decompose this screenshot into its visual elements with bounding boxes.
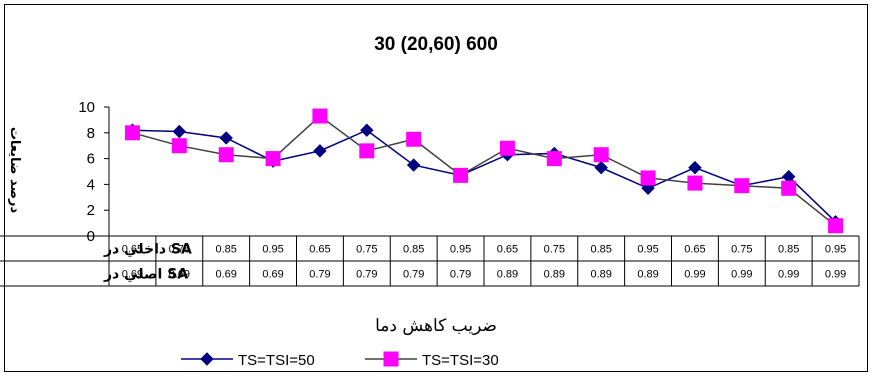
category-tick-label: 0.75 [356,244,377,256]
series-2-point [828,218,844,234]
y-axis-label: درصد ضايعات [7,127,22,214]
series-2-point [218,147,234,163]
category-tick-label: 0.79 [403,269,424,281]
category-tick-label: 0.99 [778,269,799,281]
series-2-point [359,143,375,159]
series-2-point [640,170,656,186]
series-1-point [172,124,187,139]
category-tick-label: 0.65 [684,244,705,256]
category-tick-label: 0.99 [731,269,752,281]
series-2-point [593,147,609,163]
category-tick-label: 0.79 [450,269,471,281]
category-tick-label: 0.75 [169,244,190,256]
category-tick-label: 0.99 [684,269,705,281]
series-2-point [546,151,562,167]
category-tick-label: 0.89 [637,269,658,281]
category-tick-label: 0.65 [497,244,518,256]
series-1-point [219,131,233,145]
category-tick-label: 0.89 [544,269,565,281]
category-tick-label: 0.69 [215,269,236,281]
category-tick-label: 0.99 [825,269,846,281]
series-1-point [406,158,421,172]
chart-title: 30 (20,60) 600 [374,34,498,55]
series-2-point [124,125,140,141]
category-tick-label: 0.65 [122,244,143,256]
category-row-label: SA داخلي در [103,242,192,258]
series-1-point [688,160,702,175]
legend-marker-2 [383,351,399,367]
series-2-point [265,151,281,167]
y-tick-label: 2 [87,202,95,219]
category-tick-label: 0.65 [309,244,330,256]
category-tick-label: 0.75 [544,244,565,256]
legend-marker-1 [200,352,214,366]
series-2-point [687,175,703,191]
series-2-point [499,140,515,156]
category-row-label: SA اصلي در [103,267,188,283]
series-line-2 [132,115,837,227]
category-tick-label: 0.95 [637,244,658,256]
series-1-point [313,144,327,158]
category-tick-label: 0.95 [450,244,471,256]
y-tick-label: 8 [87,125,95,142]
category-tick-label: 0.69 [122,269,143,281]
category-tick-label: 0.69 [262,269,283,281]
category-tick-label: 0.85 [590,244,611,256]
category-tick-label: 0.89 [590,269,611,281]
series-2-point [781,180,797,196]
category-tick-label: 0.85 [215,244,236,256]
category-tick-label: 0.85 [778,244,799,256]
x-axis-label: ضريب كاهش دما [375,316,497,336]
legend-label-1: TS=TSI=50 [238,352,315,369]
series-2-point [312,108,328,124]
y-tick-label: 6 [87,151,95,168]
category-tick-label: 0.95 [825,244,846,256]
series-2-point [406,131,422,147]
series-2-point [171,138,187,154]
series-1-point [594,160,608,175]
series-2-point [734,178,750,194]
category-tick-label: 0.85 [403,244,424,256]
chart-frame [4,4,868,372]
category-tick-label: 0.69 [169,269,190,281]
legend-label-2: TS=TSI=30 [422,352,499,369]
y-tick-label: 10 [78,99,95,116]
y-tick-label: 4 [87,176,95,193]
series-1-point [360,123,374,137]
category-tick-label: 0.95 [262,244,283,256]
category-tick-label: 0.89 [497,269,518,281]
category-tick-label: 0.79 [356,269,377,281]
category-tick-label: 0.75 [731,244,752,256]
series-line-1 [132,129,837,223]
series-2-point [453,167,469,183]
category-tick-label: 0.79 [309,269,330,281]
